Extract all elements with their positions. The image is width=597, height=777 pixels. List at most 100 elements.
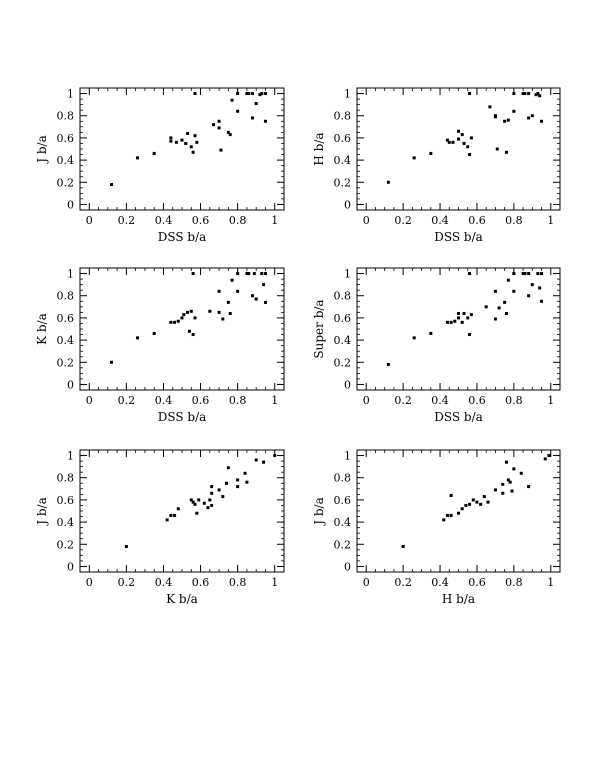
data-point xyxy=(193,316,197,320)
data-point xyxy=(217,310,221,314)
data-point xyxy=(217,119,221,123)
data-point xyxy=(412,336,416,340)
data-point xyxy=(174,140,178,144)
data-point xyxy=(169,139,173,143)
data-point xyxy=(189,145,193,149)
data-point xyxy=(191,150,195,154)
data-point xyxy=(165,518,169,522)
data-point xyxy=(254,102,258,106)
data-point xyxy=(210,485,214,489)
data-point xyxy=(508,480,512,484)
y-tick-label: 0.2 xyxy=(334,356,352,369)
data-point xyxy=(501,482,505,486)
data-point xyxy=(512,289,516,293)
data-point xyxy=(453,319,457,323)
x-tick-label: 1 xyxy=(271,214,278,227)
x-tick-label: 0.2 xyxy=(394,214,412,227)
plot-frame xyxy=(79,449,285,573)
data-point xyxy=(503,300,507,304)
x-tick-label: 0.6 xyxy=(468,576,486,589)
data-point xyxy=(462,311,466,315)
plot-frame xyxy=(79,267,285,391)
x-tick-label: 0.8 xyxy=(505,576,523,589)
x-tick-label: 0.6 xyxy=(192,576,210,589)
data-point xyxy=(540,119,544,123)
plot-frame xyxy=(79,87,285,211)
data-point xyxy=(534,93,538,97)
x-axis-label: H b/a xyxy=(442,592,475,606)
data-point xyxy=(221,495,225,499)
data-point xyxy=(504,311,508,315)
data-point xyxy=(263,92,267,96)
data-point xyxy=(497,306,501,310)
data-point xyxy=(523,92,527,96)
y-axis-label: J b/a xyxy=(35,135,49,165)
y-tick-label: 0.2 xyxy=(334,538,352,551)
data-point xyxy=(245,92,249,96)
data-point xyxy=(493,317,497,321)
data-point xyxy=(527,116,531,120)
x-axis-label: DSS b/a xyxy=(434,230,483,244)
x-tick-label: 0.6 xyxy=(192,394,210,407)
scatter-panel-1: 0 0.2 0.4 0.6 0.8 1 0 0.2 0.4 0.6 0.8 1 DSS b/a J b/a xyxy=(35,87,285,244)
data-point xyxy=(245,480,249,484)
data-point xyxy=(506,118,510,122)
data-point xyxy=(412,156,416,160)
data-point xyxy=(180,138,184,142)
data-point xyxy=(186,310,190,314)
data-point xyxy=(180,316,184,320)
x-tick-label: 0.2 xyxy=(118,394,136,407)
data-point xyxy=(540,272,544,276)
data-point xyxy=(506,278,510,282)
data-point xyxy=(475,500,479,504)
y-axis-label: Super b/a xyxy=(312,299,326,358)
y-tick-label: 0.8 xyxy=(334,472,352,485)
data-point xyxy=(530,114,534,118)
x-tick-label: 0.4 xyxy=(155,394,173,407)
data-point xyxy=(110,182,114,186)
data-point xyxy=(236,92,240,96)
y-tick-label: 0.2 xyxy=(57,176,75,189)
data-point xyxy=(263,119,267,123)
data-point xyxy=(169,320,173,324)
data-point xyxy=(449,493,453,497)
scatter-panel-2: 0 0.2 0.4 0.6 0.8 1 0 0.2 0.4 0.6 0.8 1 DSS b/a H b/a xyxy=(312,87,561,244)
data-point xyxy=(468,92,472,96)
data-point xyxy=(460,320,464,324)
scatter-panel-5: 0 0.2 0.4 0.6 0.8 1 0 0.2 0.4 0.6 0.8 1 K b/a J b/a xyxy=(35,449,285,606)
data-point xyxy=(202,501,206,505)
y-tick-label: 0.4 xyxy=(334,154,352,167)
y-axis-label: J b/a xyxy=(312,497,326,527)
data-point xyxy=(442,518,446,522)
data-point xyxy=(189,498,193,502)
y-tick-label: 0.6 xyxy=(57,132,75,145)
data-point xyxy=(208,309,212,313)
x-tick-label: 0.4 xyxy=(155,576,173,589)
data-point xyxy=(501,491,505,495)
data-point xyxy=(173,513,177,517)
data-point xyxy=(538,94,542,98)
data-point xyxy=(512,467,516,471)
data-point xyxy=(230,278,234,282)
y-tick-label: 0.8 xyxy=(57,110,75,123)
x-tick-label: 0.2 xyxy=(394,576,412,589)
y-tick-label: 1 xyxy=(344,450,351,463)
data-point xyxy=(195,511,199,515)
y-tick-label: 0.4 xyxy=(334,516,352,529)
data-point xyxy=(135,336,139,340)
data-point xyxy=(445,138,449,142)
data-point xyxy=(228,311,232,315)
x-tick-label: 1 xyxy=(547,214,554,227)
data-point xyxy=(191,333,195,337)
data-point xyxy=(466,145,470,149)
data-point xyxy=(488,105,492,109)
data-point xyxy=(250,116,254,120)
data-point xyxy=(169,136,173,140)
data-point xyxy=(523,272,527,276)
data-point xyxy=(258,93,262,97)
data-point xyxy=(521,92,525,96)
x-tick-label: 0.8 xyxy=(229,394,247,407)
data-point xyxy=(176,507,180,511)
y-tick-label: 0.4 xyxy=(57,516,75,529)
